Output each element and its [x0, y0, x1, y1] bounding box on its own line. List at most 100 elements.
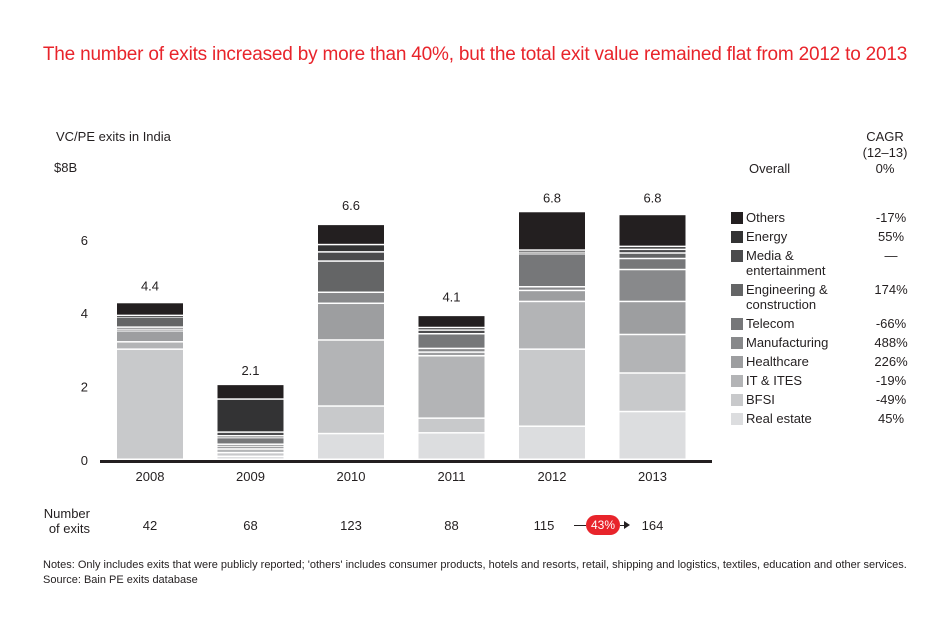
bar-segment-telecom-2012: [519, 254, 585, 287]
bar-segment-healthcare-2008: [117, 331, 183, 342]
legend-cagr-value: 45%: [877, 411, 905, 426]
cagr-header: CAGR (12–13) 0%: [855, 129, 915, 177]
bar-segment-others-2008: [117, 303, 183, 315]
source-text: Source: Bain PE exits database: [43, 574, 198, 586]
x-tick-label: 2010: [337, 469, 366, 484]
legend-item: Real estate 45%: [731, 411, 931, 426]
bar-segment-real-estate-2010: [318, 434, 384, 459]
legend-item: Others -17%: [731, 210, 931, 225]
footnotes: Notes: Only includes exits that were pub…: [43, 558, 907, 588]
bar-total-label: 6.8: [643, 190, 661, 205]
legend-swatch-icon: [731, 250, 743, 262]
legend-swatch-icon: [731, 413, 743, 425]
bar-segment-healthcare-2010: [318, 304, 384, 340]
bar-segment-it-ites-2008: [117, 342, 183, 349]
legend-item: IT & ITES -19%: [731, 373, 931, 388]
bar-segment-bfsi-2009: [217, 453, 284, 456]
bar-segment-energy-2008: [117, 316, 183, 317]
bar-segment-energy-2011: [418, 328, 485, 330]
legend-label: IT & ITES: [746, 373, 803, 388]
legend-cagr-value: -17%: [875, 210, 907, 225]
legend-swatch-icon: [731, 284, 743, 296]
exit-count: 115: [533, 518, 555, 533]
bar-segment-real-estate-2013: [619, 412, 686, 459]
legend-cagr-value: —: [884, 248, 898, 263]
x-axis-line: [100, 460, 712, 463]
y-tick-label: 6: [81, 233, 88, 248]
bar-segment-engineering-construction-2013: [619, 253, 686, 258]
legend-swatch-icon: [731, 375, 743, 387]
exits-label-line1: Number: [43, 506, 90, 521]
overall-label: Overall: [749, 161, 791, 176]
bar-segment-others-2012: [519, 212, 585, 250]
bar-segment-real-estate-2012: [519, 426, 585, 459]
bar-segment-healthcare-2013: [619, 302, 686, 334]
bar-segment-engineering-construction-2009: [217, 436, 284, 438]
bar-segment-energy-2010: [318, 245, 384, 252]
legend-label: BFSI: [746, 392, 775, 407]
notes-text: Notes: Only includes exits that were pub…: [43, 559, 907, 571]
bar-segment-healthcare-2009: [217, 446, 284, 449]
legend-cagr-value: 174%: [874, 282, 908, 297]
legend-label: Energy: [746, 229, 788, 244]
legend-item: Healthcare 226%: [731, 354, 931, 369]
bar-segment-manufacturing-2008: [117, 329, 183, 331]
legend-label: Telecom: [746, 316, 795, 331]
bar-segment-bfsi-2010: [318, 406, 384, 433]
x-tick-label: 2009: [236, 469, 265, 484]
bar-segment-others-2010: [318, 225, 384, 244]
bar-segment-engineering-construction-2010: [318, 261, 384, 292]
y-tick-label: 0: [81, 453, 88, 468]
bar-segment-bfsi-2012: [519, 349, 585, 426]
bar-segment-it-ites-2012: [519, 302, 585, 349]
legend-cagr-value: -66%: [875, 316, 907, 331]
bar-segment-others-2013: [619, 215, 686, 246]
chart-title: The number of exits increased by more th…: [42, 44, 908, 65]
bar-total-label: 6.8: [543, 190, 561, 205]
bar-segment-it-ites-2009: [217, 449, 284, 452]
bar-segment-bfsi-2008: [117, 349, 183, 459]
bar-segment-energy-2012: [519, 250, 585, 252]
bar-segment-media-entertainment-2011: [418, 330, 485, 333]
bar-total-label: 4.1: [442, 290, 460, 305]
bar-segment-it-ites-2013: [619, 335, 686, 373]
bar-total-label: 2.1: [241, 363, 259, 378]
cagr-header-line1: CAGR: [866, 129, 904, 144]
bar-segment-manufacturing-2010: [318, 293, 384, 303]
legend-cagr-value: 488%: [874, 335, 908, 350]
cagr-header-line2: (12–13): [862, 145, 908, 160]
bar-segment-engineering-construction-2008: [117, 317, 183, 327]
number-of-exits-label: Number of exits: [38, 506, 90, 536]
legend-item: Engineering & construction 174%: [731, 282, 931, 312]
legend-item: Media & entertainment —: [731, 248, 931, 278]
bar-segment-manufacturing-2012: [519, 287, 585, 290]
bar-total-label: 6.6: [342, 198, 360, 213]
bar-total-label: 4.4: [141, 279, 159, 294]
x-tick-label: 2013: [638, 469, 667, 484]
bar-segment-manufacturing-2009: [217, 444, 284, 446]
bar-segment-media-entertainment-2013: [619, 250, 686, 253]
bar-segment-healthcare-2011: [418, 352, 485, 356]
bar-segment-media-entertainment-2009: [217, 432, 284, 436]
legend-swatch-icon: [731, 318, 743, 330]
legend-cagr-value: -49%: [875, 392, 907, 407]
legend-swatch-icon: [731, 231, 743, 243]
bar-segment-healthcare-2012: [519, 291, 585, 301]
legend-swatch-icon: [731, 212, 743, 224]
legend-label: Healthcare: [746, 354, 809, 369]
bar-segment-telecom-2013: [619, 259, 686, 269]
bar-segment-others-2009: [217, 385, 284, 399]
legend-item: BFSI -49%: [731, 392, 931, 407]
overall-cagr-value: 0%: [875, 161, 895, 176]
legend-swatch-icon: [731, 337, 743, 349]
bar-segment-energy-2009: [217, 399, 284, 432]
exit-count: 88: [444, 518, 459, 533]
legend-label: Media & entertainment: [746, 248, 826, 278]
legend-item: Energy 55%: [731, 229, 931, 244]
legend-label: Others: [746, 210, 786, 225]
x-tick-label: 2011: [438, 469, 466, 484]
y-tick-label: 2: [81, 380, 88, 395]
exit-count: 123: [340, 518, 362, 533]
bar-segment-it-ites-2010: [318, 340, 384, 406]
